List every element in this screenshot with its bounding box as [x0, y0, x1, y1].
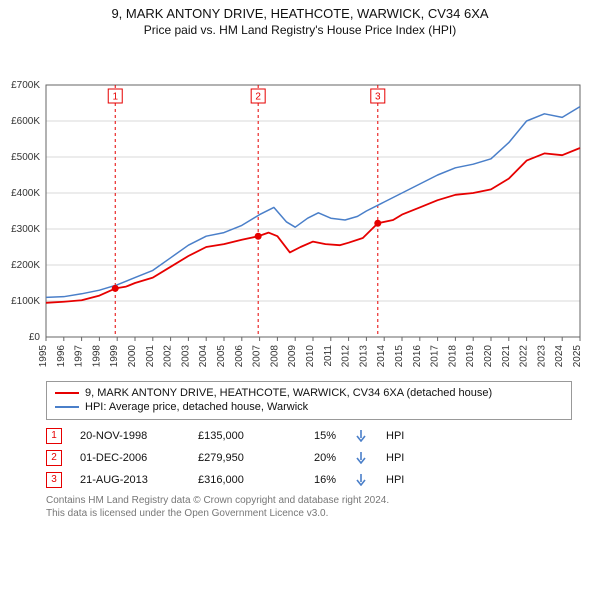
sales-list: 1 20-NOV-1998 £135,000 15% HPI 2 01-DEC-2006 £2… [46, 428, 572, 488]
y-tick-label: £500K [11, 152, 40, 163]
x-tick-label: 2021 [501, 345, 512, 368]
x-tick-label: 2023 [536, 345, 547, 368]
footer-line-1: Contains HM Land Registry data © Crown c… [46, 494, 572, 507]
legend-swatch [55, 406, 79, 408]
x-tick-label: 2008 [269, 345, 280, 368]
title-line-2: Price paid vs. HM Land Registry's House … [0, 23, 600, 37]
x-tick-label: 2009 [287, 345, 298, 368]
sale-point [374, 220, 381, 227]
x-tick-label: 1995 [38, 345, 49, 368]
sale-row-date: 01-DEC-2006 [80, 452, 180, 464]
down-arrow-icon [354, 430, 368, 442]
legend-label: 9, MARK ANTONY DRIVE, HEATHCOTE, WARWICK… [85, 386, 492, 400]
legend: 9, MARK ANTONY DRIVE, HEATHCOTE, WARWICK… [46, 381, 572, 420]
x-tick-label: 2024 [554, 345, 565, 368]
titles: 9, MARK ANTONY DRIVE, HEATHCOTE, WARWICK… [0, 0, 600, 37]
sale-row-hpi: HPI [386, 452, 416, 464]
y-tick-label: £100K [11, 296, 40, 307]
x-tick-label: 2016 [412, 345, 423, 368]
chart-container: 9, MARK ANTONY DRIVE, HEATHCOTE, WARWICK… [0, 0, 600, 520]
x-tick-label: 1998 [91, 345, 102, 368]
sale-row: 3 21-AUG-2013 £316,000 16% HPI [46, 472, 572, 488]
sale-row-date: 21-AUG-2013 [80, 474, 180, 486]
sale-row-pct: 20% [296, 452, 336, 464]
sale-row-price: £135,000 [198, 430, 278, 442]
x-tick-label: 2003 [180, 345, 191, 368]
sale-marker-num: 2 [255, 92, 261, 103]
x-tick-label: 2006 [234, 345, 245, 368]
x-tick-label: 2014 [376, 345, 387, 368]
sale-row-pct: 15% [296, 430, 336, 442]
x-tick-label: 2020 [483, 345, 494, 368]
x-tick-label: 2001 [145, 345, 156, 368]
x-tick-label: 2025 [572, 345, 583, 368]
legend-row: 9, MARK ANTONY DRIVE, HEATHCOTE, WARWICK… [55, 386, 563, 400]
footer: Contains HM Land Registry data © Crown c… [46, 494, 572, 520]
x-tick-label: 2019 [465, 345, 476, 368]
sale-row-date: 20-NOV-1998 [80, 430, 180, 442]
sale-row-price: £316,000 [198, 474, 278, 486]
x-tick-label: 2010 [305, 345, 316, 368]
y-tick-label: £400K [11, 188, 40, 199]
footer-line-2: This data is licensed under the Open Gov… [46, 507, 572, 520]
sale-row-marker: 2 [46, 450, 62, 466]
legend-label: HPI: Average price, detached house, Warw… [85, 400, 308, 414]
x-tick-label: 2018 [447, 345, 458, 368]
x-tick-label: 2000 [127, 345, 138, 368]
x-tick-label: 2015 [394, 345, 405, 368]
x-tick-label: 2007 [252, 345, 263, 368]
sale-row: 1 20-NOV-1998 £135,000 15% HPI [46, 428, 572, 444]
sale-point [255, 233, 262, 240]
sale-point [112, 285, 119, 292]
sale-row: 2 01-DEC-2006 £279,950 20% HPI [46, 450, 572, 466]
legend-row: HPI: Average price, detached house, Warw… [55, 400, 563, 414]
title-line-1: 9, MARK ANTONY DRIVE, HEATHCOTE, WARWICK… [0, 6, 600, 21]
sale-marker-num: 3 [375, 92, 381, 103]
y-tick-label: £0 [29, 332, 41, 343]
sale-marker-num: 1 [112, 92, 118, 103]
x-tick-label: 2004 [198, 345, 209, 368]
sale-row-hpi: HPI [386, 430, 416, 442]
x-tick-label: 2005 [216, 345, 227, 368]
sale-row-marker: 1 [46, 428, 62, 444]
down-arrow-icon [354, 452, 368, 464]
sale-row-marker: 3 [46, 472, 62, 488]
x-tick-label: 2013 [358, 345, 369, 368]
x-tick-label: 2002 [163, 345, 174, 368]
x-tick-label: 2017 [430, 345, 441, 368]
down-arrow-icon [354, 474, 368, 486]
x-tick-label: 1996 [56, 345, 67, 368]
y-tick-label: £200K [11, 260, 40, 271]
sale-row-price: £279,950 [198, 452, 278, 464]
x-tick-label: 1999 [109, 345, 120, 368]
sale-row-pct: 16% [296, 474, 336, 486]
sale-row-hpi: HPI [386, 474, 416, 486]
legend-swatch [55, 392, 79, 394]
x-tick-label: 2022 [519, 345, 530, 368]
y-tick-label: £600K [11, 116, 40, 127]
x-tick-label: 2012 [341, 345, 352, 368]
y-tick-label: £300K [11, 224, 40, 235]
y-tick-label: £700K [11, 80, 40, 91]
x-tick-label: 2011 [323, 345, 334, 367]
line-chart: £0 £100K £200K £300K £400K £500K £600K £700K 199… [0, 37, 600, 377]
x-tick-label: 1997 [74, 345, 85, 368]
